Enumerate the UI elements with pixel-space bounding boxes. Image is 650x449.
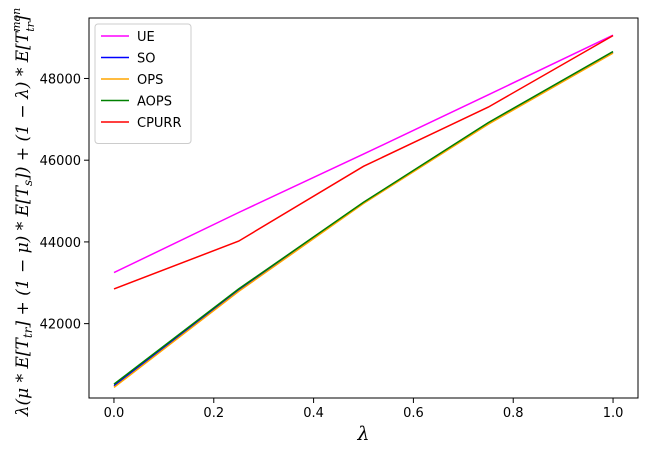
- series-line-ue: [113, 34, 614, 274]
- y-axis-ticks: 42000 44000 46000 48000: [40, 72, 89, 333]
- x-axis-ticks: 0.0 0.2 0.4 0.6 0.8 1.0: [104, 398, 624, 421]
- series-line-aops: [113, 50, 614, 385]
- legend-label-ops: OPS: [137, 73, 163, 88]
- legend-frame: [94, 23, 192, 144]
- y-tick-label: 44000: [40, 236, 81, 251]
- legend-label-aops: AOPS: [137, 95, 172, 110]
- y-tick-label: 42000: [40, 318, 81, 333]
- series-line-cpurr: [113, 34, 614, 290]
- series-layer: [113, 34, 614, 388]
- y-tick-label: 48000: [40, 72, 81, 87]
- y-tick-label: 46000: [40, 154, 81, 169]
- plot-area: [88, 17, 639, 399]
- y-axis-label: λ(μ * E[Ttr] + (1 − μ) * E[Ts]) + (1 − λ…: [10, 8, 37, 418]
- x-axis-label: λ: [356, 423, 369, 445]
- x-tick-label: 0.4: [303, 406, 324, 421]
- x-tick-label: 0.8: [503, 406, 524, 421]
- legend-label-ue: UE: [137, 30, 155, 45]
- legend: UE SO OPS AOPS CPURR: [94, 23, 192, 144]
- x-tick-label: 0.0: [104, 406, 125, 421]
- legend-label-cpurr: CPURR: [137, 116, 182, 131]
- x-tick-label: 0.2: [203, 406, 224, 421]
- plot-frame: [88, 17, 639, 399]
- legend-label-so: SO: [137, 52, 155, 67]
- x-tick-label: 0.6: [403, 406, 424, 421]
- series-line-ops: [113, 52, 614, 388]
- x-tick-label: 1.0: [603, 406, 624, 421]
